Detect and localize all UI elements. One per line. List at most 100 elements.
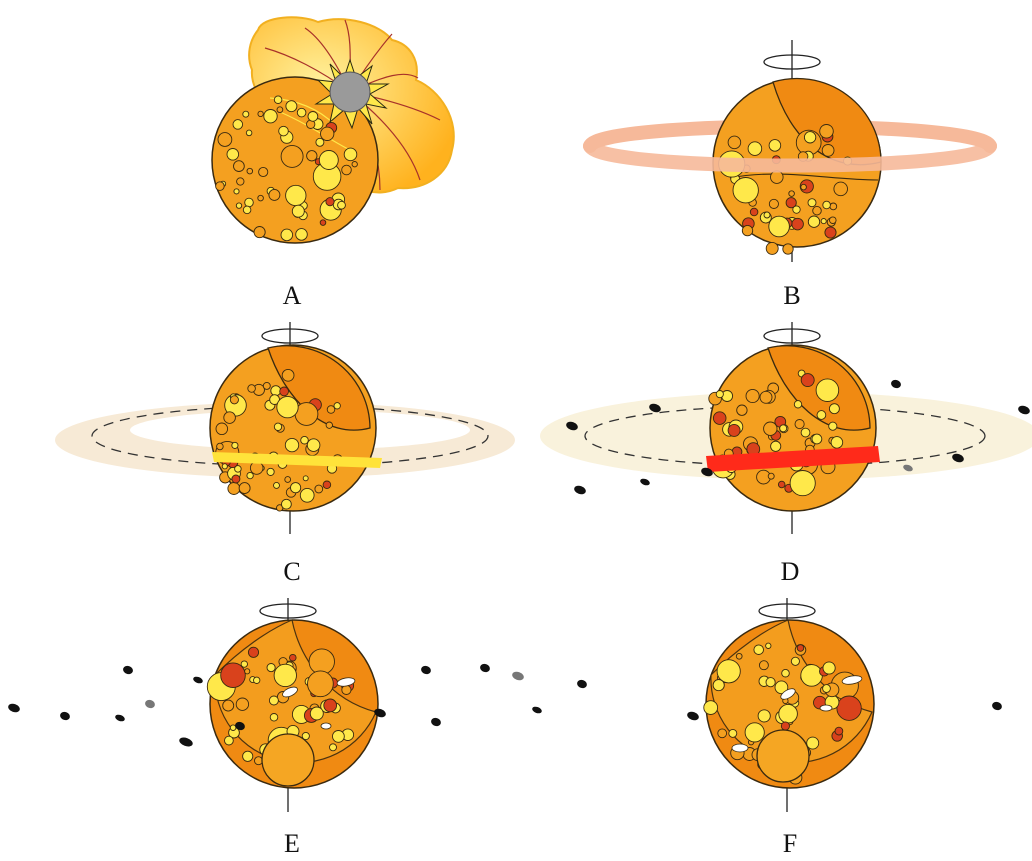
clast [268,695,279,706]
clast [716,659,741,684]
clast [234,465,242,473]
clast [792,205,801,214]
clast [278,125,289,137]
clast [270,385,282,397]
panel-a: A [211,16,455,310]
clast [774,680,789,695]
large-inclusion [756,729,810,783]
clast [778,703,798,724]
clast [285,100,298,113]
clast [302,475,309,482]
clast [821,144,835,157]
clast [833,181,848,197]
clast [770,170,784,184]
clast [807,215,821,228]
fragment [903,464,913,472]
clast [727,423,741,437]
clast [279,386,289,397]
clast [785,197,797,209]
clast [319,219,327,226]
clast [307,670,334,698]
clast [749,207,759,217]
clast [763,421,778,436]
clast [816,410,827,420]
clast [767,472,775,480]
clast [800,183,807,191]
clast [741,224,754,237]
clast [806,736,820,750]
clast [768,139,782,152]
rotation-arrow-icon [758,603,816,619]
clast [791,217,804,231]
clast [712,679,725,692]
clast [315,137,325,147]
clast [779,424,788,433]
melt-band [706,446,880,472]
clast [836,695,862,721]
clast [744,722,765,743]
clast [351,161,358,168]
clast [782,243,794,255]
clast [307,111,319,122]
ring-front [583,139,997,173]
clast [735,652,743,660]
clast [819,124,834,139]
clast [829,216,837,224]
clast [834,726,844,736]
clast [276,106,284,114]
clast [244,668,251,675]
clast [781,668,790,678]
clast [240,660,248,668]
clast [232,119,244,130]
clast [290,482,302,494]
clast [763,211,771,219]
clast [830,436,844,449]
void [282,686,298,698]
clast [717,728,728,739]
clast [221,463,228,470]
clast [217,132,233,147]
panel-label-b: B [783,281,800,310]
scattered-fragments [687,701,1002,721]
clast [780,721,790,731]
clast [325,421,333,429]
clast [222,699,235,712]
clast [807,198,817,208]
clast [273,481,280,489]
clast [326,405,336,414]
void [841,675,863,685]
clast [295,228,308,241]
clast [789,470,816,497]
clasts [708,369,844,497]
clast [800,373,815,388]
clast [822,200,831,210]
clast [266,663,276,673]
clasts [215,95,358,242]
impactor-core [329,71,371,113]
clast [770,440,782,452]
void [731,743,749,753]
fragment [512,671,524,681]
fragment [1018,405,1030,415]
clast [768,215,790,238]
clast [227,482,241,495]
scattered-fragments [8,663,587,747]
clast [238,482,251,495]
panel-label-c: C [283,557,300,586]
clast [793,400,803,409]
clast [273,663,297,688]
clast [247,384,256,393]
clast [258,166,269,178]
clast [242,750,254,762]
clast [728,728,738,738]
clast [242,110,250,118]
fragment [421,665,431,675]
clast [236,177,245,186]
clast [753,644,764,655]
clast [314,484,324,494]
clast [337,200,346,210]
clast [269,713,279,722]
clast [794,419,805,430]
clast [224,735,234,746]
inner-boundary [729,173,879,181]
